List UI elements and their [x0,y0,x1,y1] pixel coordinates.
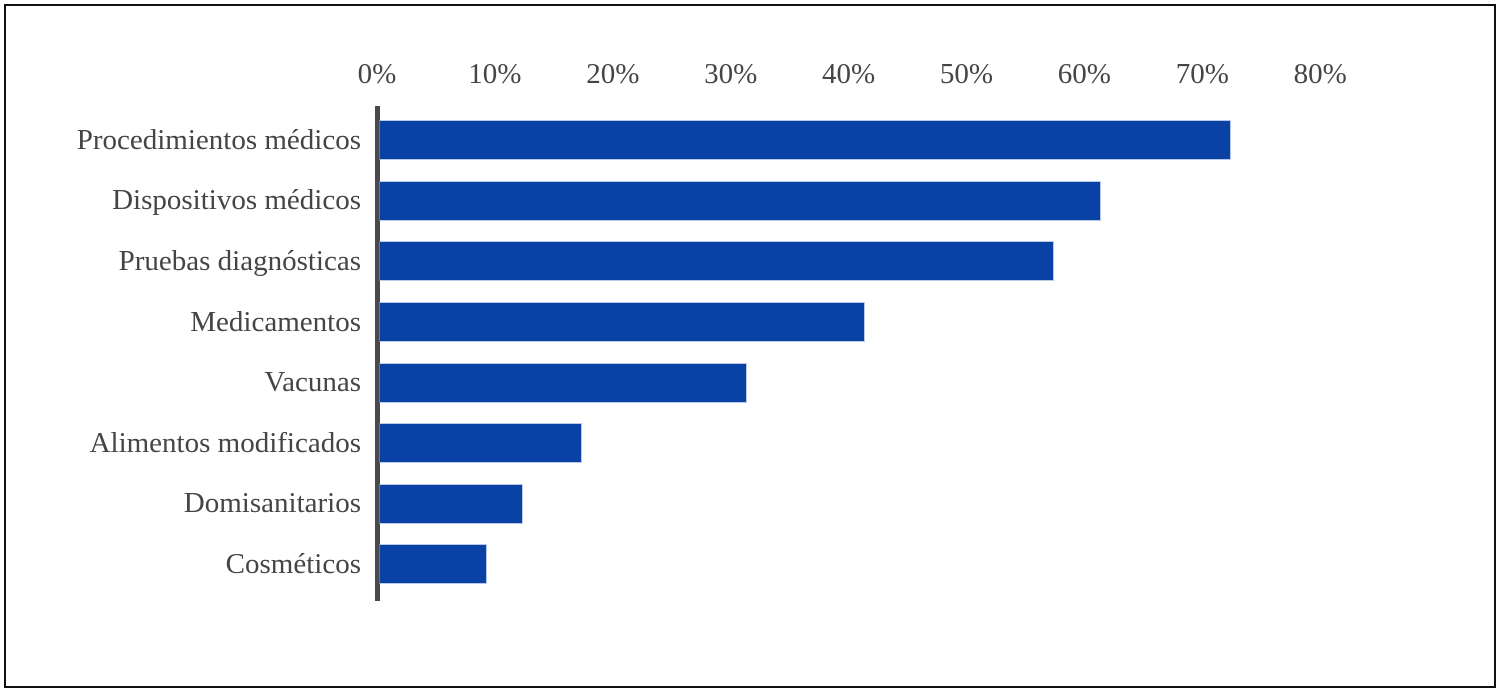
category-label: Cosméticos [225,547,361,580]
bar-alimentos-modificados [380,424,581,463]
x-axis-tick-label: 0% [357,58,397,90]
bar-rows: Procedimientos médicos Dispositivos médic… [6,110,1324,595]
x-axis-tick-label: 60% [1057,58,1111,90]
category-label: Alimentos modificados [89,426,361,459]
bar-procedimientos-médicos [380,121,1230,160]
bar-row: Procedimientos médicos [6,110,1324,171]
bar-row: Domisanitarios [6,474,1324,535]
bar-row: Dispositivos médicos [6,171,1324,232]
bar-vacunas [380,363,746,402]
x-axis-tick-label: 70% [1175,58,1229,90]
x-axis-tick-labels: 0% 10% 20% 30% 40% 50% 60% 70% 80% [6,55,1494,93]
x-axis-tick-label: 50% [939,58,994,90]
category-label: Dispositivos médicos [112,184,361,217]
bar-row: Cosméticos [6,534,1324,595]
bar-track [380,545,1324,584]
x-axis-tick-label: 20% [586,58,640,90]
bar-track [380,303,1324,342]
y-axis-line [375,106,380,601]
bar-track [380,121,1324,160]
bar-chart: 0% 10% 20% 30% 40% 50% 60% 70% 80% Procedimiento… [6,6,1494,686]
bar-track [380,484,1324,523]
x-axis-tick-label: 80% [1293,58,1347,90]
category-label: Procedimientos médicos [76,123,361,156]
category-label: Vacunas [264,366,361,399]
x-axis-tick-label: 10% [468,58,522,90]
bar-row: Pruebas diagnósticas [6,231,1324,292]
bar-track [380,181,1324,220]
bar-cosméticos [380,545,487,584]
bar-track [380,424,1324,463]
bar-row: Alimentos modificados [6,413,1324,474]
bar-medicamentos [380,303,864,342]
chart-frame: 0% 10% 20% 30% 40% 50% 60% 70% 80% Procedimiento… [4,4,1496,688]
category-label: Pruebas diagnósticas [118,244,361,277]
bar-row: Vacunas [6,352,1324,413]
bar-track [380,363,1324,402]
x-axis-tick-label: 40% [822,58,876,90]
bar-dispositivos-médicos [380,181,1100,220]
category-label: Domisanitarios [183,487,361,520]
bar-domisanitarios [380,484,522,523]
bar-track [380,242,1324,281]
x-axis-tick-label: 30% [704,58,758,90]
bar-pruebas-diagnósticas [380,242,1053,281]
bar-row: Medicamentos [6,292,1324,353]
category-label: Medicamentos [190,305,361,338]
